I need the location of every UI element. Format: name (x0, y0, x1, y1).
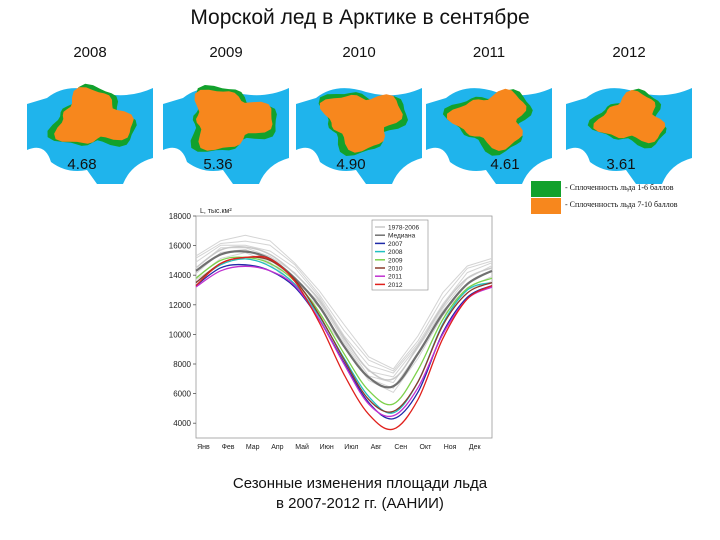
chart-legend-label-0: 1978-2006 (388, 225, 419, 232)
chart-legend-label-2: 2007 (388, 241, 403, 248)
year-label-2012: 2012 (612, 44, 646, 61)
series-line-2 (195, 263, 493, 420)
figure-caption: Сезонные изменения площади льда в 2007-2… (160, 474, 560, 514)
y-tick-label-3: 12000 (169, 301, 192, 310)
series-line-1 (195, 250, 493, 389)
year-label-2011: 2011 (472, 44, 506, 61)
x-tick-label-3: Апр (271, 444, 283, 451)
ice-area-2008: 4.68 (67, 156, 97, 173)
figure-title: Морской лед в Арктике в сентябре (190, 6, 530, 29)
year-label-2009: 2009 (209, 44, 243, 61)
ice-map-2008: 4.68 (27, 70, 153, 184)
ice-area-2012: 3.61 (606, 156, 636, 173)
series-line-0 (195, 245, 493, 381)
y-tick-label-7: 4000 (173, 419, 191, 428)
series-line-7 (195, 255, 493, 431)
x-tick-label-11: Дек (469, 444, 482, 451)
x-tick-label-6: Июл (344, 444, 358, 451)
chart-legend-label-3: 2008 (388, 249, 403, 256)
year-label-2010: 2010 (342, 44, 376, 61)
x-tick-label-9: Окт (420, 444, 433, 451)
x-tick-label-5: Июн (320, 444, 334, 451)
x-tick-label-0: Янв (197, 444, 210, 451)
chart-legend-label-1: Медиана (388, 233, 416, 240)
legend-swatch-low (531, 181, 561, 197)
ice-area-2011: 4.61 (490, 156, 520, 173)
caption-line-2: в 2007-2012 гг. (ААНИИ) (276, 495, 444, 512)
y-axis-label: L, тыс.км² (200, 208, 232, 215)
y-tick-label-6: 6000 (173, 390, 191, 399)
y-tick-label-0: 18000 (169, 212, 192, 221)
x-tick-label-8: Сен (394, 444, 407, 451)
legend-label-high: - Сплоченность льда 7-10 баллов (565, 200, 678, 209)
ice-map-2010: 4.90 (296, 70, 422, 184)
ice-area-2009: 5.36 (203, 156, 233, 173)
y-tick-label-2: 14000 (169, 271, 192, 280)
ice-area-2010: 4.90 (336, 156, 366, 173)
x-tick-label-1: Фев (222, 444, 235, 451)
y-tick-label-4: 10000 (169, 330, 192, 339)
x-tick-label-7: Авг (371, 444, 382, 451)
seasonal-ice-chart: 18000 16000 14000 12000 10000 8000 6000 4000 L, … (169, 208, 493, 451)
chart-legend-label-4: 2009 (388, 257, 403, 264)
y-tick-label-1: 16000 (169, 242, 192, 251)
chart-legend-label-6: 2011 (388, 274, 402, 281)
ice-map-2009: 5.36 (163, 70, 289, 184)
legend-label-low: - Сплоченность льда 1-6 баллов (565, 183, 674, 192)
envelope-line-6 (195, 234, 493, 370)
x-tick-label-10: Ноя (444, 444, 457, 451)
series-line-6 (195, 265, 493, 418)
year-label-2008: 2008 (73, 44, 107, 61)
chart-legend-label-7: 2012 (388, 282, 403, 289)
chart-legend-box (371, 219, 429, 291)
chart-legend-label-5: 2010 (388, 266, 403, 273)
ice-map-2011: 4.61 (426, 70, 552, 184)
x-tick-label-2: Мар (246, 444, 260, 451)
caption-line-1: Сезонные изменения площади льда (232, 475, 488, 492)
series-line-3 (195, 258, 493, 414)
x-tick-label-4: Май (295, 443, 309, 451)
ice-map-2012: 3.61 (566, 70, 692, 184)
envelope-line-5 (195, 240, 493, 372)
envelope-line-2 (195, 248, 493, 384)
legend-swatch-high (531, 198, 561, 214)
y-tick-label-5: 8000 (173, 360, 191, 369)
envelope-line-4 (195, 244, 493, 374)
